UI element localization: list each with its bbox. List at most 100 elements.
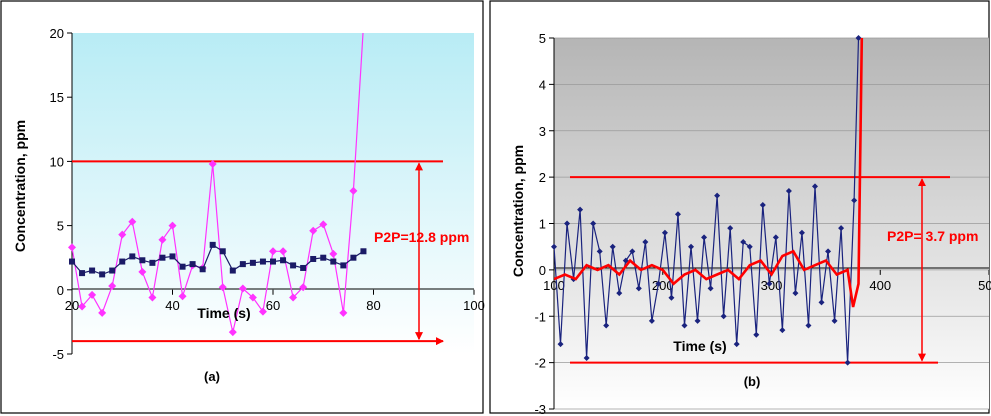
panel-b-series-0-point [812,183,818,190]
panel-a-series-1-point [169,253,176,260]
panel-a-series-1-point [109,267,116,274]
panel-b-x-axis-title: Time (s) [673,338,726,354]
panel-a-series-1-point [300,264,307,271]
panel-a-series-0-point [148,293,157,302]
panel-a-series-1-point [290,262,297,269]
panel-a-series-1-point [320,254,327,261]
panel-b-x-tick-label: 400 [869,278,891,293]
panel-b-y-tick-label: 2 [539,170,546,185]
panel-b-series-0-point [772,234,779,241]
panel-b-series-0-point [855,35,862,41]
panel-a-series-1-point [280,257,287,264]
panel-b-series-0-point [720,313,727,320]
panel-b-x-tick-label: 100 [543,278,565,293]
panel-a-series-1-point [159,254,166,261]
panel-a-series-1-point [270,258,276,265]
panel-a-series-1-point [119,258,126,265]
panel-a-series-0-point [168,221,177,230]
panel-b-series-0-point [753,331,760,338]
panel-a-x-tick-label: 80 [366,298,380,313]
panel-a-series-0-point [309,226,318,235]
panel-a-series-1-point [89,267,96,274]
panel-a-series-1-point [340,262,347,269]
panel-a-series-0-point [88,290,97,299]
panel-b-y-tick-label: -3 [534,402,546,416]
panel-b-series-0-point [557,341,564,348]
panel-b-series-0-line [554,38,860,363]
panel-a-series-0-point [279,247,288,256]
panel-a-series-1-point [229,267,236,274]
panel-a-series-0-point [98,308,107,317]
panel-a-series-0-point [289,293,298,302]
panel-b-series-0-point [564,220,571,227]
panel-a-series-1-point [199,266,206,273]
panel-b-series-0-point [609,243,616,250]
panel-a-series-0-point [299,283,308,292]
panel-b-series-0-point [551,243,557,250]
panel-b-annotation: P2P= 3.7 ppm [887,228,978,244]
panel-a-series-0-point [258,307,267,316]
panel-a-series-0-point [78,302,87,311]
panel-b-series-0-point [746,243,753,250]
panel-b-series-0-point [603,322,610,329]
panel-a-series-1-point [209,241,216,248]
panel-b-series-0-point [766,280,773,287]
panel-b-series-0-point [655,280,662,287]
panel-a-y-tick-label: 20 [50,26,64,41]
panel-a: -5 0 5 10 15 20 20 40 60 80 100 Concentration, pp… [12,26,485,384]
panel-a-series-0-point [269,247,277,256]
panel-a-series-0-point [128,217,137,226]
panel-b-series-0-point [668,294,675,301]
panel-a-series-0-point [68,243,76,252]
panel-a-series-1-point [310,255,317,262]
panel-a-series-0-point [108,281,117,290]
panel-a-series-1-point [249,259,256,266]
panel-b-y-axis-title: Concentration, ppm [510,145,526,277]
panel-a-series-1-point [360,248,367,255]
panel-a-series-0-point [238,284,247,293]
panel-b-y-tick-label: 1 [539,217,546,232]
panel-b-y-tick-label: 3 [539,124,546,139]
panel-a-x-tick-label: 20 [65,298,79,313]
panel-b-y-tick-label: 4 [539,77,546,92]
panel-a-series-0-point [228,328,237,337]
panel-b-x-tick-label: 300 [761,278,783,293]
panel-a-label: (a) [204,369,220,384]
panel-a-x-tick-label: 40 [165,298,179,313]
panel-b-series-0-point [694,317,701,324]
panel-b-series-0-point [629,248,636,255]
panel-b-series-0-point [831,317,838,324]
panel-a-series-1-point [79,270,86,277]
panel-b-series-0-point [583,354,590,361]
panel-b-series-0-point [590,220,597,227]
panel-b-series-0-point [851,197,858,204]
panel-a-series-1-point [179,263,186,270]
panel-a-series-0-point [218,283,227,292]
panel-b-y-tick-label: -2 [534,356,546,371]
panel-a-series-1-point [129,253,136,260]
panel-b-series-0-point [596,248,603,255]
panel-b-label: (b) [744,374,761,389]
panel-a-series-0-point [138,267,147,276]
panel-b-series-0-point [616,290,623,297]
panel-a-x-tick-label: 60 [266,298,280,313]
panel-b-series-0-point [714,192,721,199]
panel-b-series-0-point [577,206,584,213]
panel-a-series-0-point [319,220,328,229]
panel-a-series-1-point [139,257,146,264]
panel-a-series-1-point [259,258,266,265]
panel-a-series-1-point [69,258,75,265]
panel-a-series-0-point [178,292,187,301]
panel-b-series-0-point [701,234,708,241]
panel-b-series-0-point [798,229,805,236]
panel-b-series-0-point [838,225,845,232]
panel-b-series-0-point [727,225,734,232]
panel-a-annotation: P2P=12.8 ppm [374,229,469,245]
panel-b-series-0-point [740,239,747,246]
panel-a-y-tick-label: 15 [50,90,64,105]
panel-a-y-tick-label: -5 [52,347,64,362]
panel-a-y-tick-label: 10 [50,154,64,169]
panel-a-x-tick-label: 100 [463,298,485,313]
